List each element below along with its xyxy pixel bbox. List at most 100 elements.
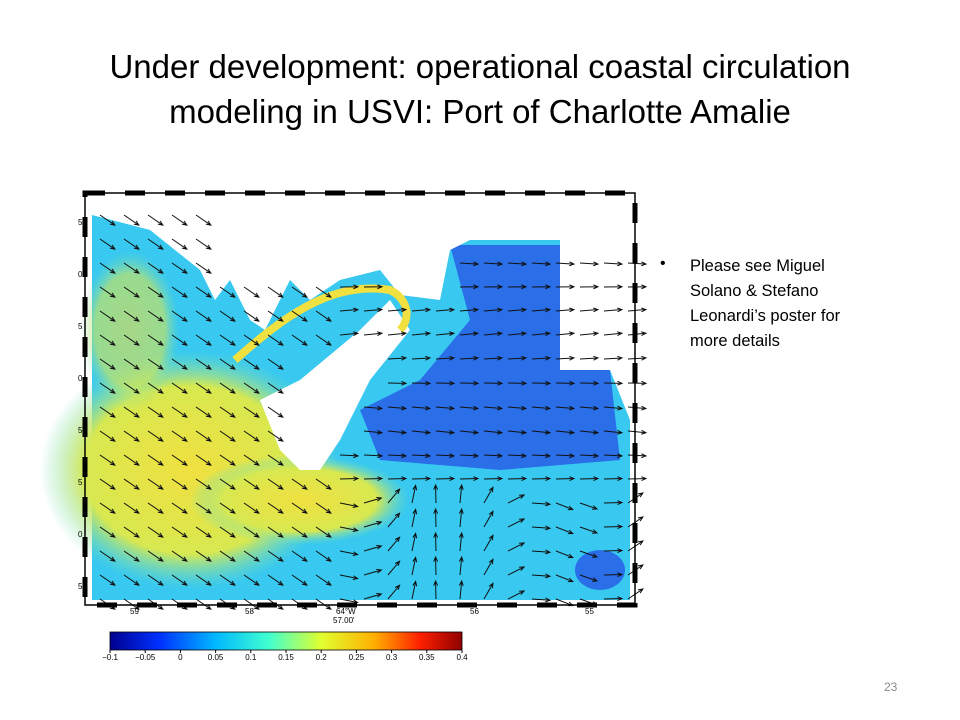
flow-arrow [555, 550, 574, 559]
flow-arrow [291, 574, 308, 586]
flow-arrow [531, 573, 552, 579]
flow-arrow [315, 334, 332, 346]
flow-arrow [99, 358, 116, 370]
flow-arrow [531, 284, 552, 290]
flow-arrow [411, 429, 432, 435]
flow-arrow [171, 406, 188, 418]
flow-arrow [411, 355, 432, 361]
flow-arrow [507, 542, 526, 552]
flow-arrow [555, 380, 576, 386]
map-shade [360, 245, 620, 470]
flow-arrow [387, 453, 408, 459]
flow-arrow [99, 286, 116, 298]
flow-arrow [507, 380, 528, 386]
flow-arrow [483, 486, 494, 504]
flow-arrow [219, 478, 236, 490]
flow-arrow [147, 382, 164, 394]
flow-arrow [171, 262, 188, 274]
flow-arrow [267, 526, 284, 538]
flow-arrow [219, 334, 236, 346]
flow-arrow [291, 526, 308, 538]
flow-arrow [579, 502, 599, 510]
flow-arrow [435, 476, 456, 482]
flow-arrow [339, 550, 359, 557]
slide-number: 23 [884, 680, 898, 694]
flow-arrow [603, 284, 624, 290]
flow-arrow [171, 286, 188, 298]
flow-arrow [243, 574, 260, 586]
flow-arrow [147, 238, 164, 250]
flow-arrow [219, 382, 236, 394]
flow-arrow [531, 261, 552, 267]
flow-arrow [387, 429, 408, 435]
flow-arrow [579, 284, 600, 290]
flow-arrow [627, 307, 648, 313]
flow-arrow [627, 355, 648, 361]
x-label: 59 [130, 607, 139, 616]
flow-arrow [363, 331, 384, 337]
flow-arrow [507, 476, 528, 482]
flow-arrow [507, 405, 528, 411]
flow-arrow [603, 429, 624, 435]
flow-arrow [387, 560, 401, 576]
y-label: 0 [78, 530, 83, 539]
flow-arrow [531, 549, 552, 555]
flow-arrow [243, 454, 260, 466]
flow-arrow [171, 310, 188, 322]
flow-arrow [603, 476, 624, 482]
flow-arrow [363, 544, 383, 552]
flow-arrow [243, 550, 260, 562]
flow-arrow [459, 307, 480, 313]
flow-arrow [579, 405, 600, 411]
flow-arrow [579, 307, 600, 313]
flow-arrow [147, 358, 164, 370]
flow-arrow [147, 478, 164, 490]
flow-arrow [99, 262, 116, 274]
flow-arrow [483, 429, 504, 435]
flow-arrow [603, 524, 624, 530]
flow-arrow [555, 574, 574, 583]
arrow-field [99, 214, 648, 610]
flow-arrow [411, 484, 418, 504]
colorbar-label: 0.05 [208, 653, 224, 662]
flow-arrow [123, 238, 140, 250]
flow-arrow [315, 502, 332, 514]
flow-arrow [339, 476, 360, 482]
flow-arrow [459, 453, 480, 459]
flow-arrow [171, 382, 188, 394]
flow-arrow [483, 558, 494, 576]
flow-arrow [147, 430, 164, 442]
flow-arrow [531, 405, 552, 411]
flow-arrow [387, 536, 401, 552]
flow-arrow [459, 355, 480, 361]
flow-arrow [315, 478, 332, 490]
map-land [260, 300, 410, 470]
flow-arrow [459, 284, 480, 290]
flow-arrow [99, 550, 116, 562]
flow-arrow [603, 380, 624, 386]
flow-arrow [435, 307, 456, 313]
flow-arrow [458, 507, 464, 528]
flow-arrow [411, 380, 432, 386]
flow-arrow [411, 556, 418, 576]
flow-arrow [627, 476, 648, 482]
flow-arrow [433, 507, 439, 528]
flow-arrow [363, 453, 384, 459]
flow-arrow [459, 261, 480, 267]
flow-arrow [555, 453, 576, 459]
flow-arrow [603, 500, 624, 506]
flow-arrow [195, 430, 212, 442]
flow-arrow [219, 286, 236, 298]
flow-arrow [123, 310, 140, 322]
flow-arrow [171, 358, 188, 370]
flow-arrow [123, 526, 140, 538]
flow-arrow [387, 476, 408, 482]
flow-arrow [195, 214, 212, 226]
y-label: 5 [78, 426, 83, 435]
x-center-label: 64°W [336, 607, 356, 616]
flow-arrow [458, 555, 464, 576]
flow-arrow [315, 526, 332, 538]
flow-arrow [411, 580, 418, 600]
flow-arrow [99, 238, 116, 250]
flow-arrow [195, 454, 212, 466]
